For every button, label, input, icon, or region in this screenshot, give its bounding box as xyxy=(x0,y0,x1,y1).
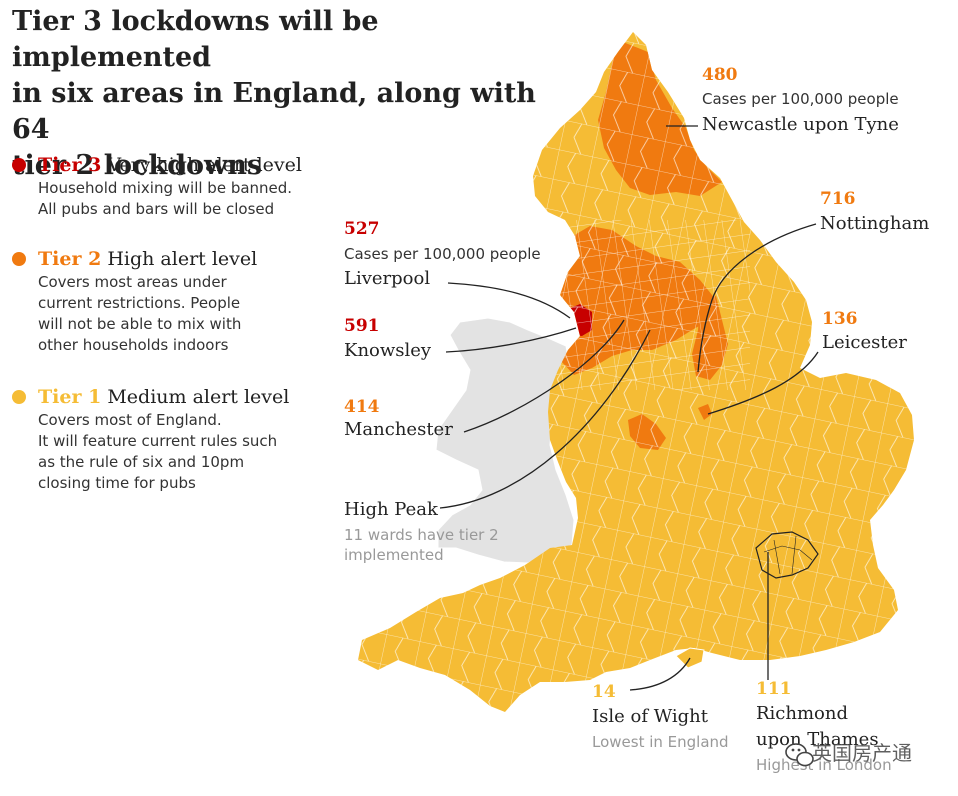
svg-text:Newcastle upon Tyne: Newcastle upon Tyne xyxy=(702,114,899,135)
svg-text:591: 591 xyxy=(344,316,380,336)
annotation-leicester: 136 Leicester xyxy=(822,309,907,353)
svg-text:527: 527 xyxy=(344,219,380,239)
legend-tier-label: Very high alert level xyxy=(107,154,302,176)
svg-text:414: 414 xyxy=(344,397,380,417)
svg-text:716: 716 xyxy=(820,189,856,209)
svg-text:Cases per 100,000 people: Cases per 100,000 people xyxy=(702,90,899,108)
tier3-dot-icon xyxy=(12,158,26,172)
wight-leader xyxy=(629,657,691,691)
title-line: Tier 3 lockdowns will be implemented xyxy=(12,6,379,73)
svg-text:implemented: implemented xyxy=(344,546,444,564)
wechat-icon xyxy=(785,743,814,767)
svg-text:Manchester: Manchester xyxy=(344,419,453,440)
annotation-knowsley: 591 Knowsley xyxy=(344,316,432,361)
chart-title: Tier 3 lockdowns will be implemented in … xyxy=(12,4,572,184)
svg-text:High Peak: High Peak xyxy=(344,499,439,520)
leicester-leader xyxy=(707,351,819,415)
annotation-liverpool: 527 Cases per 100,000 people Liverpool xyxy=(344,219,541,289)
legend-description: Household mixing will be banned. All pub… xyxy=(38,179,293,218)
nottingham-leader xyxy=(697,223,817,373)
legend-tier-name: Tier 1 xyxy=(38,386,102,408)
svg-text:136: 136 xyxy=(822,309,858,329)
legend-tier-name: Tier 2 xyxy=(38,248,102,270)
svg-text:Lowest in England: Lowest in England xyxy=(592,733,729,751)
svg-text:Highest in London: Highest in London xyxy=(756,756,892,774)
tier1-dot-icon xyxy=(12,390,26,404)
legend-tier-label: High alert level xyxy=(107,248,258,270)
svg-text:Cases per 100,000 people: Cases per 100,000 people xyxy=(344,245,541,263)
manchester-leader xyxy=(463,319,625,433)
annotation-newcastle: 480 Cases per 100,000 people Newcastle u… xyxy=(702,65,899,135)
svg-text:Leicester: Leicester xyxy=(822,332,907,353)
svg-text:11 wards have tier 2: 11 wards have tier 2 xyxy=(344,526,499,544)
svg-text:upon Thames: upon Thames xyxy=(756,729,879,750)
annotation-manchester: 414 Manchester xyxy=(344,397,453,440)
svg-text:14: 14 xyxy=(592,682,616,702)
london-boundary xyxy=(755,531,819,579)
annotation-richmond: 111 Richmond upon Thames Highest in Lond… xyxy=(756,679,892,774)
svg-text:Nottingham: Nottingham xyxy=(820,213,929,234)
svg-text:Isle of Wight: Isle of Wight xyxy=(592,706,709,727)
tier2-dot-icon xyxy=(12,252,26,266)
title-line: in six areas in England, along with 64 xyxy=(12,78,536,145)
annotation-nottingham: 716 Nottingham xyxy=(820,189,929,234)
watermark: 英国房产通 xyxy=(785,741,912,767)
legend-tier-label: Medium alert level xyxy=(107,386,290,408)
annotation-isle-of-wight: 14 Isle of Wight Lowest in England xyxy=(592,682,729,751)
leader-lines xyxy=(439,125,819,691)
annotation-high-peak: High Peak 11 wards have tier 2 implement… xyxy=(344,499,499,564)
svg-text:Knowsley: Knowsley xyxy=(344,340,432,361)
liverpool-leader xyxy=(447,282,571,319)
legend-description: Covers most areas under current restrict… xyxy=(38,273,242,354)
legend-tier-name: Tier 3 xyxy=(38,154,102,176)
title-line: tier 2 lockdowns xyxy=(12,150,263,181)
svg-text:Liverpool: Liverpool xyxy=(344,268,430,289)
svg-text:480: 480 xyxy=(702,65,738,85)
knowsley-leader xyxy=(445,327,577,353)
svg-text:111: 111 xyxy=(756,679,792,699)
highpeak-leader xyxy=(439,329,651,509)
legend-description: Covers most of England. It will feature … xyxy=(38,411,278,492)
svg-text:英国房产通: 英国房产通 xyxy=(812,741,912,765)
svg-text:Richmond: Richmond xyxy=(756,703,848,724)
